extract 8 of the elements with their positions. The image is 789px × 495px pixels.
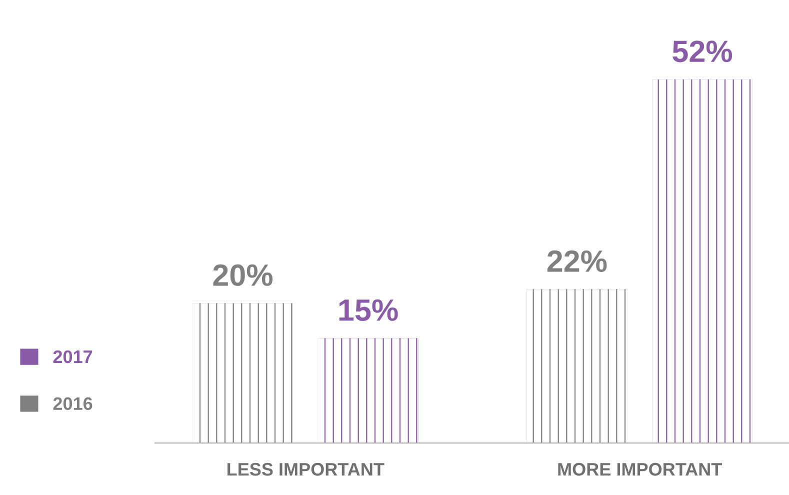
x-tick-label: LESS IMPORTANT	[228, 462, 384, 476]
legend-label: 2017	[53, 350, 92, 364]
data-label: 22%	[547, 250, 607, 272]
data-label: 15%	[339, 299, 398, 321]
legend-label: 2016	[53, 397, 92, 410]
data-label: 52%	[672, 40, 732, 62]
x-tick-label: MORE IMPORTANT	[558, 462, 722, 476]
data-label: 20%	[213, 264, 273, 286]
